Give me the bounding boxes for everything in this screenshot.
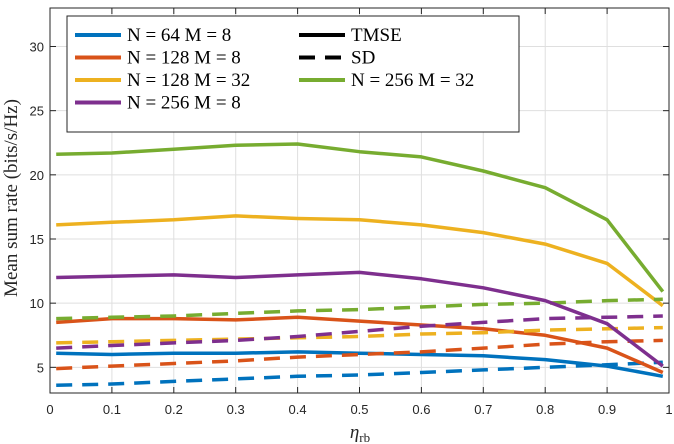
x-tick-label: 0.2 xyxy=(165,402,183,417)
x-tick-label: 0 xyxy=(46,402,53,417)
x-tick-label: 0.5 xyxy=(350,402,368,417)
legend-label: N = 128 M = 32 xyxy=(127,70,250,91)
axis-labels: Mean sum rate (bits/s/Hz) ηrb xyxy=(1,99,370,444)
y-tick-label: 15 xyxy=(30,232,44,247)
y-tick-label: 30 xyxy=(30,40,44,55)
x-axis-label: ηrb xyxy=(350,422,370,444)
x-tick-label: 0.7 xyxy=(474,402,492,417)
legend-label: SD xyxy=(351,48,375,69)
x-axis-label-symbol: η xyxy=(350,422,359,443)
y-tick-label: 20 xyxy=(30,168,44,183)
x-tick-label: 0.6 xyxy=(412,402,430,417)
legend-label: N = 64 M = 8 xyxy=(127,25,231,46)
x-tick-label: 0.8 xyxy=(536,402,554,417)
legend-label: N = 256 M = 8 xyxy=(127,93,241,114)
series-line-n-256-m-8-tmse xyxy=(56,270,664,368)
series-line-n-256-m-32-sd xyxy=(56,297,663,321)
y-axis-label: Mean sum rate (bits/s/Hz) xyxy=(1,99,22,297)
y-tick-label: 10 xyxy=(30,296,44,311)
series-line-n-64-m-8-tmse xyxy=(56,350,664,379)
series-line-n-128-m-32-tmse xyxy=(56,214,664,308)
x-tick-label: 0.4 xyxy=(289,402,307,417)
legend-box xyxy=(66,15,520,133)
series-line-n-64-m-8-sd xyxy=(56,360,663,388)
x-axis-label-subscript: rb xyxy=(359,430,370,444)
x-tick-label: 0.9 xyxy=(598,402,616,417)
legend-label: N = 128 M = 8 xyxy=(127,48,241,69)
series-lines xyxy=(56,142,665,388)
x-tick-label: 1 xyxy=(665,402,672,417)
x-tick-label: 0.3 xyxy=(227,402,245,417)
y-tick-label: 5 xyxy=(37,360,44,375)
legend-label: N = 256 M = 32 xyxy=(351,70,474,91)
y-tick-label: 25 xyxy=(30,104,44,119)
legend: N = 64 M = 8 TMSE N = 128 M = 8 SD N = 128 M… xyxy=(66,15,520,133)
series-line-n-128-m-8-tmse xyxy=(56,315,664,375)
series-line-n-256-m-32-tmse xyxy=(56,142,665,293)
x-tick-label: 0.1 xyxy=(103,402,121,417)
legend-label: TMSE xyxy=(351,25,402,46)
series-line-n-128-m-32-sd xyxy=(56,325,663,345)
